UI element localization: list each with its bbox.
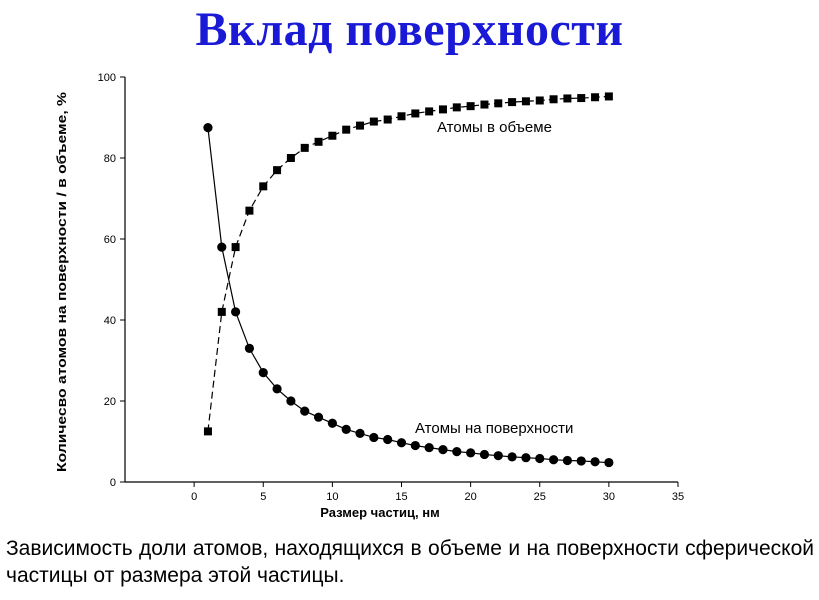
data-point-square xyxy=(203,427,212,436)
data-point-square xyxy=(328,131,337,140)
data-point-square xyxy=(438,105,447,114)
data-point-square xyxy=(411,109,420,118)
data-point-circle xyxy=(244,343,255,353)
data-point-circle xyxy=(410,440,420,451)
data-point-square xyxy=(535,96,544,105)
data-point-circle xyxy=(203,123,213,133)
data-point-square xyxy=(300,143,309,152)
x-tick-label: 5 xyxy=(260,491,266,503)
data-point-circle xyxy=(548,455,559,465)
data-point-square xyxy=(259,182,268,191)
data-point-circle xyxy=(562,455,573,466)
data-point-square xyxy=(245,206,254,215)
data-point-square xyxy=(369,117,378,126)
data-point-square xyxy=(577,94,586,103)
data-point-circle xyxy=(396,438,407,448)
y-tick-label: 60 xyxy=(104,234,116,246)
data-point-square xyxy=(356,121,365,130)
data-point-square xyxy=(521,97,530,106)
series-line-2 xyxy=(207,127,609,464)
data-point-square xyxy=(452,103,461,112)
data-point-circle xyxy=(286,396,296,406)
chart-series-markers xyxy=(203,92,614,468)
y-tick-label: 0 xyxy=(110,477,116,489)
data-point-circle xyxy=(231,307,241,317)
series-line-1 xyxy=(207,95,609,432)
data-point-circle xyxy=(424,442,434,453)
data-point-square xyxy=(314,137,323,146)
data-point-square xyxy=(591,93,600,102)
data-point-circle xyxy=(507,452,517,462)
data-point-circle xyxy=(466,448,476,458)
data-point-square xyxy=(563,94,572,103)
x-tick-label: 20 xyxy=(465,491,477,503)
y-tick-label: 40 xyxy=(104,315,116,327)
data-point-square xyxy=(466,102,475,111)
series-label-surface: Атомы на поверхности xyxy=(415,420,573,437)
data-point-square xyxy=(383,115,392,124)
data-point-circle xyxy=(479,449,490,460)
data-point-circle xyxy=(341,424,351,434)
data-point-circle xyxy=(604,457,614,468)
data-point-circle xyxy=(217,242,227,252)
data-point-circle xyxy=(521,453,531,463)
data-point-square xyxy=(604,92,613,101)
data-point-circle xyxy=(313,412,324,422)
data-point-circle xyxy=(383,434,393,445)
data-point-square xyxy=(480,100,489,109)
x-axis-label: Размер частиц, нм xyxy=(320,505,439,520)
x-tick-label: 10 xyxy=(326,491,338,503)
data-point-square xyxy=(508,98,517,107)
series-label-bulk: Атомы в объеме xyxy=(437,119,552,136)
x-tick-label: 25 xyxy=(534,491,546,503)
y-axis-label: Количесво атомов на поверхности / в объе… xyxy=(54,91,69,472)
figure-caption: Зависимость доли атомов, находящихся в о… xyxy=(6,537,814,587)
chart-series-lines xyxy=(207,95,609,464)
data-point-square xyxy=(494,99,503,108)
y-tick-label: 80 xyxy=(104,153,116,165)
data-point-circle xyxy=(258,368,268,378)
data-point-circle xyxy=(438,445,448,455)
chart-axes: 0 20 40 60 80 100 0 5 10 15 20 25 30 35 xyxy=(98,72,684,503)
x-tick-label: 15 xyxy=(395,491,407,503)
x-tick-label: 35 xyxy=(672,491,684,503)
line-chart: 0 20 40 60 80 100 0 5 10 15 20 25 30 35 Размер частиц… xyxy=(54,72,684,520)
data-point-circle xyxy=(355,428,365,438)
data-point-square xyxy=(549,95,558,104)
y-tick-label: 100 xyxy=(98,72,116,84)
data-point-square xyxy=(217,307,226,316)
data-point-circle xyxy=(535,453,545,464)
data-point-circle xyxy=(327,418,337,428)
data-point-square xyxy=(397,112,406,121)
data-point-square xyxy=(342,125,351,134)
x-tick-label: 30 xyxy=(603,491,615,503)
x-tick-label: 0 xyxy=(191,491,197,503)
data-point-circle xyxy=(452,447,462,457)
data-point-circle xyxy=(576,456,586,466)
data-point-square xyxy=(231,243,240,252)
data-point-square xyxy=(425,107,434,116)
data-point-circle xyxy=(300,406,310,416)
data-point-square xyxy=(286,154,295,162)
y-tick-label: 20 xyxy=(104,396,116,408)
data-point-circle xyxy=(369,432,379,443)
slide-title: Вклад поверхности xyxy=(195,3,624,56)
data-point-circle xyxy=(493,451,503,461)
data-point-square xyxy=(273,166,282,175)
data-point-circle xyxy=(272,384,282,394)
data-point-circle xyxy=(590,457,600,467)
